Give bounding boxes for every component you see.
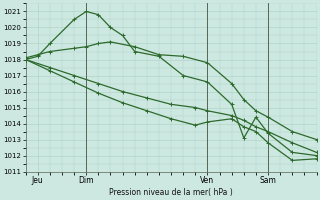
X-axis label: Pression niveau de la mer( hPa ): Pression niveau de la mer( hPa ) [109, 188, 233, 197]
